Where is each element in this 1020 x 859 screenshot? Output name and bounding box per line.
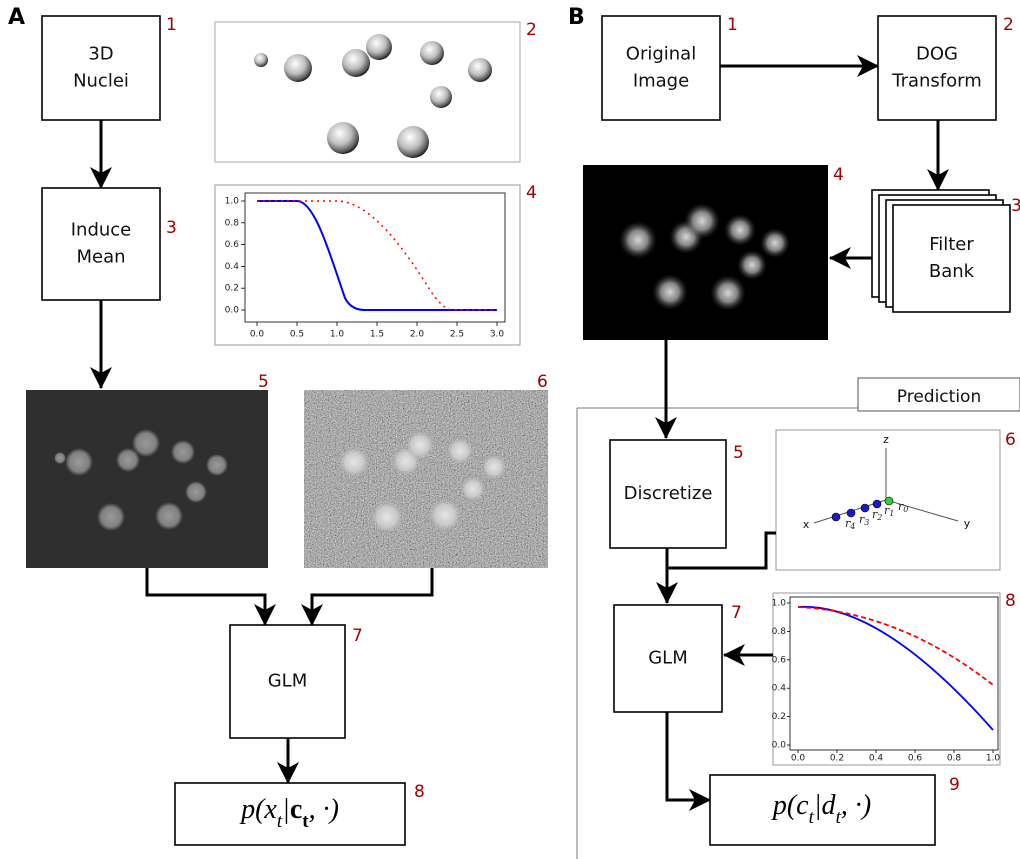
formula-part: , ·) [309, 794, 339, 825]
x-tick-label: 1.0 [330, 330, 345, 340]
axis-label: z [883, 433, 889, 446]
formula-part: p(c [771, 790, 809, 821]
induce-mean-box [42, 188, 160, 300]
step-number: 4 [833, 165, 844, 185]
step-number: 4 [526, 183, 537, 203]
x-tick-label: 0.0 [791, 754, 806, 764]
box-label: GLM [648, 648, 688, 669]
radius-point [873, 500, 881, 508]
step-number: 7 [352, 626, 363, 646]
x-tick-label: 3.0 [490, 330, 505, 340]
box-label: Transform [891, 71, 982, 92]
filtered-image [583, 165, 828, 340]
original-image-box [602, 16, 720, 120]
noisy-image [304, 390, 548, 568]
step-number: 5 [733, 443, 744, 463]
panel-letter: B [568, 5, 585, 30]
y-tick-label: 0.4 [225, 262, 240, 272]
x-tick-label: 0.5 [290, 330, 304, 340]
y-tick-label: 0.2 [772, 712, 786, 722]
box-label: 3D [88, 44, 113, 65]
x-tick-label: 2.5 [450, 330, 464, 340]
x-tick-label: 0.8 [947, 754, 962, 764]
step-number: 6 [1005, 430, 1016, 450]
radius-sub: 0 [903, 505, 908, 514]
arrow [147, 568, 265, 625]
step-number: 2 [1003, 15, 1014, 35]
radius-sub: 2 [876, 513, 882, 522]
box-label: Mean [76, 247, 125, 268]
formula-part: c [290, 794, 302, 825]
mean-image [26, 390, 268, 568]
step-number: 6 [537, 372, 548, 392]
panel-letter: A [8, 5, 25, 30]
sphere-render [215, 22, 520, 162]
y-tick-label: 0.4 [772, 684, 787, 694]
axis-label: y [964, 517, 971, 530]
box-label: GLM [268, 671, 308, 692]
box-label: Bank [929, 261, 975, 282]
radius-sub: 4 [849, 522, 855, 531]
x-tick-label: 1.0 [986, 754, 1001, 764]
y-tick-label: 0.8 [225, 218, 240, 228]
y-tick-label: 0.6 [225, 240, 240, 250]
step-number: 8 [1005, 591, 1016, 611]
x-tick-label: 0.0 [250, 330, 265, 340]
radius-sub: 3 [864, 518, 869, 527]
radius-point [847, 509, 855, 517]
x-tick-label: 0.4 [869, 754, 884, 764]
y-tick-label: 1.0 [225, 197, 240, 207]
radius-point [832, 513, 840, 521]
y-tick-label: 0.0 [225, 306, 240, 316]
y-tick-label: 0.6 [772, 655, 787, 665]
nuclei-box [42, 16, 160, 120]
step-number: 9 [949, 775, 960, 795]
box-label: Induce [71, 220, 132, 241]
step-number: 3 [166, 218, 177, 238]
x-tick-label: 0.2 [830, 754, 844, 764]
dog-box [878, 16, 996, 120]
box-label: Filter [929, 234, 974, 255]
tab-label: Prediction [897, 387, 981, 407]
box-label: DOG [916, 44, 958, 65]
x-tick-label: 2.0 [410, 330, 425, 340]
box-label: Original [626, 44, 696, 65]
plot-frame [773, 593, 1000, 765]
step-number: 7 [731, 603, 742, 623]
filter-bank-box [893, 205, 1010, 312]
step-number: 2 [526, 20, 537, 40]
formula-part: , ·) [841, 790, 871, 821]
x-tick-label: 1.5 [370, 330, 384, 340]
step-number: 8 [414, 782, 425, 802]
figure: A3DNuclei12InduceMean31.00.80.60.40.20.0… [0, 0, 1020, 859]
x-tick-label: 0.6 [908, 754, 923, 764]
step-number: 3 [1011, 196, 1020, 216]
box-label: Discretize [624, 483, 713, 504]
y-tick-label: 0.0 [772, 741, 787, 751]
y-tick-label: 0.8 [772, 627, 787, 637]
y-tick-label: 0.2 [225, 284, 239, 294]
step-number: 5 [258, 372, 269, 392]
y-tick-label: 1.0 [772, 599, 787, 609]
arrow [667, 712, 710, 800]
box-label: Image [633, 71, 689, 92]
radius-point [861, 504, 869, 512]
step-number: 1 [166, 15, 177, 35]
radius-sub: 1 [889, 509, 894, 518]
box-label: Nuclei [73, 71, 129, 92]
plot-frame [215, 185, 520, 345]
formula-part: |d [814, 790, 837, 821]
formula-part: | [282, 794, 290, 825]
arrow [312, 568, 432, 625]
axis-label: x [803, 518, 810, 531]
step-number: 1 [727, 15, 738, 35]
formula-part: p(x [239, 794, 277, 825]
page: { "panel_a": { "letter": "A", "nuclei": … [0, 0, 1020, 859]
